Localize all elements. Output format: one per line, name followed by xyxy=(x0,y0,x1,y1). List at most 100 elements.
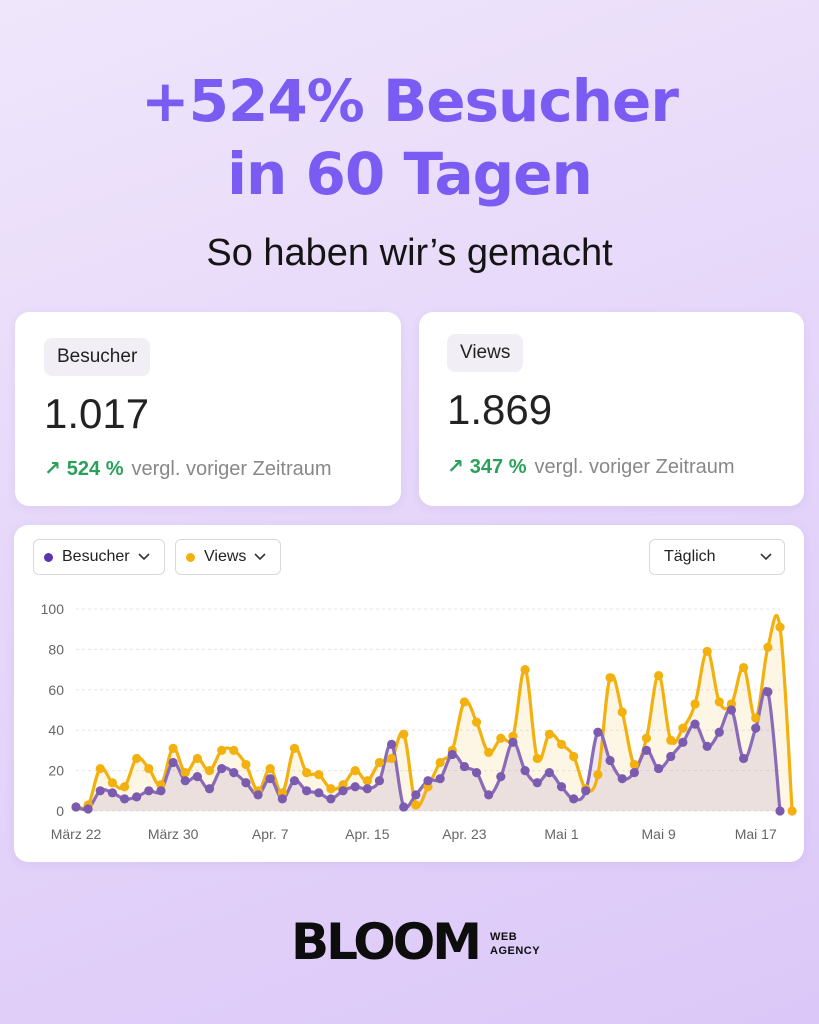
line-chart: 0 20 40 60 80 100 März 22 März 30 Apr. 7 Apr. 15 A… xyxy=(41,601,797,842)
point-views xyxy=(435,757,445,768)
chevron-down-icon xyxy=(138,548,150,566)
point-besucher xyxy=(350,782,360,792)
point-views xyxy=(678,723,688,733)
y-tick-label: 40 xyxy=(48,722,64,738)
logo-wordmark: BLOOM xyxy=(291,913,482,971)
point-besucher xyxy=(302,786,312,796)
series-views-label: Views xyxy=(204,548,247,565)
point-besucher xyxy=(641,745,652,755)
area-besucher xyxy=(76,688,780,811)
change-percent: 347 % xyxy=(469,456,527,478)
chart-ticks: 0 20 40 60 80 100 März 22 März 30 Apr. 7 Apr. 15 A… xyxy=(41,601,777,842)
point-besucher xyxy=(484,790,494,800)
point-views xyxy=(569,751,579,762)
logo-sub-line-2: AGENCY xyxy=(490,945,541,957)
series-views-dropdown[interactable]: Views xyxy=(175,539,281,575)
stat-change: ↗ 347 % vergl. voriger Zeitraum xyxy=(447,454,735,479)
point-views xyxy=(107,778,118,788)
point-besucher xyxy=(605,755,615,766)
point-views xyxy=(95,763,105,774)
point-views xyxy=(544,729,554,739)
point-views xyxy=(459,697,470,707)
point-views xyxy=(787,806,797,816)
point-views xyxy=(763,642,773,652)
point-views xyxy=(217,745,227,755)
x-tick-label: März 30 xyxy=(148,826,199,842)
point-besucher xyxy=(204,784,215,794)
change-percent: 524 % xyxy=(66,458,124,480)
point-besucher xyxy=(520,766,530,776)
point-views xyxy=(666,735,676,745)
point-views xyxy=(302,768,312,778)
subheadline: So haben wir’s gemacht xyxy=(206,232,613,274)
point-besucher xyxy=(83,804,93,814)
point-views xyxy=(605,673,615,683)
point-besucher xyxy=(338,786,348,796)
point-besucher xyxy=(107,788,118,798)
arrow-up-right-icon: ↗ xyxy=(447,456,464,478)
point-besucher xyxy=(447,749,457,760)
point-besucher xyxy=(654,763,664,774)
point-besucher xyxy=(132,792,142,802)
point-views xyxy=(314,770,324,780)
point-besucher xyxy=(581,786,591,796)
point-views xyxy=(690,699,700,709)
point-besucher xyxy=(666,751,676,762)
stat-change: ↗ 524 % vergl. voriger Zeitraum xyxy=(44,456,332,481)
stat-card-views: Views 1.869 ↗ 347 % vergl. voriger Zeitrau… xyxy=(419,312,804,506)
point-besucher xyxy=(726,705,737,715)
besucher-legend-dot xyxy=(44,552,53,562)
point-views xyxy=(399,729,409,739)
change-comparison: vergl. voriger Zeitraum xyxy=(131,458,332,480)
point-views xyxy=(738,662,749,673)
point-besucher xyxy=(532,778,542,788)
point-views xyxy=(180,768,190,778)
interval-select[interactable]: Täglich xyxy=(649,539,785,575)
point-besucher xyxy=(751,723,761,733)
y-tick-label: 20 xyxy=(48,763,64,779)
x-tick-label: Mai 9 xyxy=(642,826,676,842)
point-besucher xyxy=(556,782,567,792)
point-besucher xyxy=(253,790,263,800)
point-views xyxy=(241,759,251,770)
point-besucher xyxy=(678,737,688,747)
bloom-logo: BLOOM WEB AGENCY xyxy=(291,912,551,972)
point-besucher xyxy=(144,786,154,796)
point-views xyxy=(411,800,421,810)
arrow-up-right-icon: ↗ xyxy=(44,458,61,480)
point-besucher xyxy=(95,786,105,796)
series-besucher-dropdown[interactable]: Besucher xyxy=(33,539,165,575)
x-tick-label: März 22 xyxy=(51,826,102,842)
point-views xyxy=(289,743,300,753)
point-besucher xyxy=(435,774,445,784)
chevron-down-icon xyxy=(254,548,266,566)
chevron-down-icon xyxy=(760,548,772,566)
point-views xyxy=(471,717,482,727)
point-besucher xyxy=(423,776,433,786)
point-besucher xyxy=(265,774,275,784)
point-besucher xyxy=(289,776,300,786)
point-besucher xyxy=(399,802,409,812)
interval-label: Täglich xyxy=(664,548,716,565)
point-besucher xyxy=(217,763,227,774)
point-views xyxy=(751,713,761,723)
point-besucher xyxy=(386,739,397,749)
point-views xyxy=(629,759,639,770)
point-views xyxy=(386,753,397,764)
point-views xyxy=(204,766,215,776)
headline-line-2: in 60 Tagen xyxy=(227,140,593,208)
point-besucher xyxy=(629,768,639,778)
point-besucher xyxy=(374,776,385,786)
stat-value: 1.017 xyxy=(44,390,150,437)
point-besucher xyxy=(241,778,251,788)
point-besucher xyxy=(775,806,785,816)
y-tick-label: 100 xyxy=(41,601,65,617)
point-besucher xyxy=(544,768,554,778)
stat-card-besucher: Besucher 1.017 ↗ 524 % vergl. voriger Zeit… xyxy=(15,312,401,506)
stat-label: Besucher xyxy=(44,338,151,376)
point-besucher xyxy=(314,788,324,798)
point-besucher xyxy=(508,737,518,747)
point-besucher xyxy=(192,772,202,782)
views-legend-dot xyxy=(186,552,195,562)
point-views xyxy=(484,747,494,758)
